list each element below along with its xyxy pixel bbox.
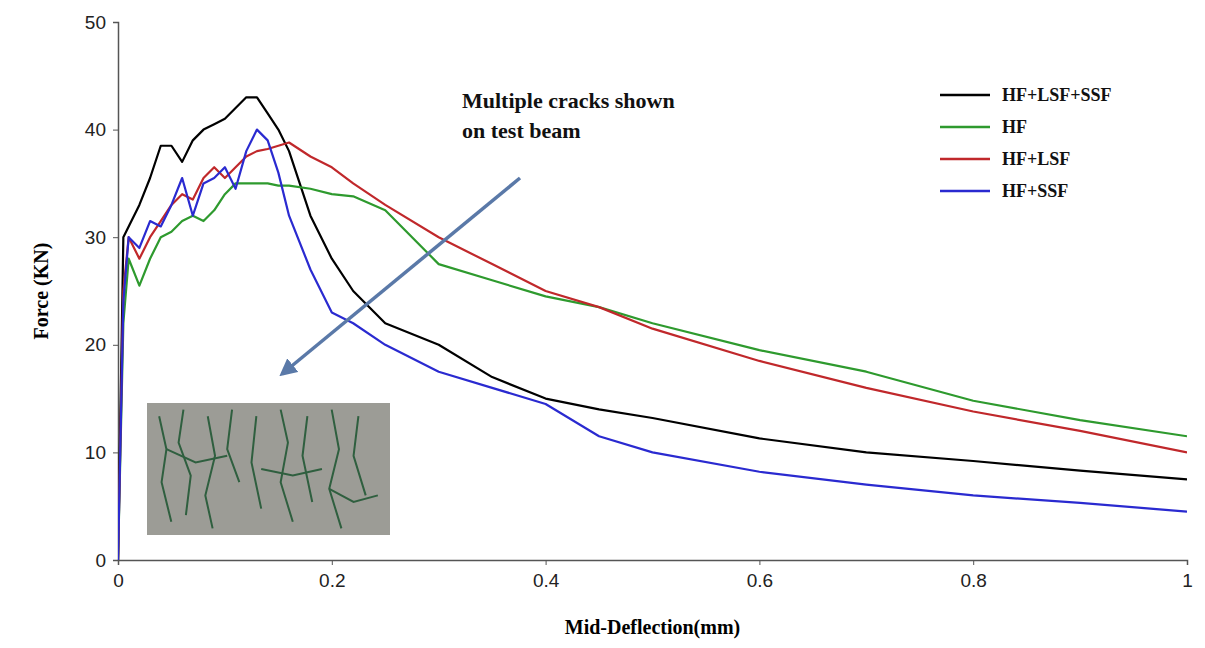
annotation-arrow <box>282 178 520 374</box>
x-tick: 0.6 <box>747 560 773 591</box>
x-tick: 0.4 <box>533 560 560 591</box>
x-tick: 0 <box>113 560 124 591</box>
x-tick-mark <box>973 560 974 565</box>
x-tick: 0.8 <box>960 560 986 591</box>
x-axis-title: Mid-Deflection(mm) <box>565 616 741 639</box>
inset-photo <box>147 403 390 535</box>
x-tick: 1 <box>1182 560 1193 591</box>
x-tick-label: 0 <box>113 570 124 591</box>
y-axis: 0 10 20 30 40 50 <box>85 12 119 571</box>
crack-line <box>205 416 215 528</box>
y-tick: 40 <box>85 119 118 140</box>
plot-area <box>118 97 1187 560</box>
x-tick-label: 0.4 <box>533 570 560 591</box>
x-tick-label: 0.8 <box>960 570 986 591</box>
legend-swatch <box>940 94 990 97</box>
x-tick-mark <box>1187 560 1188 565</box>
legend-swatch <box>940 126 990 129</box>
series-line <box>118 130 1187 560</box>
y-axis-title: Force (KN) <box>30 243 53 340</box>
crack-line <box>251 416 261 508</box>
x-tick-label: 1 <box>1182 570 1193 591</box>
legend-label: HF+LSF <box>1002 149 1070 169</box>
x-tick-label: 0.2 <box>319 570 345 591</box>
legend-label: HF <box>1002 117 1027 137</box>
legend-swatch <box>940 158 990 161</box>
crack-line <box>261 469 322 476</box>
x-axis: 0 0.2 0.4 0.6 0.8 1 <box>113 560 1193 591</box>
legend-label: HF+SSF <box>1002 181 1068 201</box>
legend-label: HF+LSF+SSF <box>1002 85 1112 105</box>
y-tick-label: 50 <box>85 12 106 33</box>
y-tick-label: 30 <box>85 227 106 248</box>
y-axis-line <box>113 23 119 561</box>
crack-line <box>281 410 293 522</box>
y-tick-mark <box>113 237 118 238</box>
y-tick-label: 20 <box>85 334 106 355</box>
y-tick-mark <box>113 130 118 131</box>
legend-swatch <box>940 190 990 193</box>
y-tick: 20 <box>85 334 118 355</box>
series-line <box>118 97 1187 560</box>
annotation-line: on test beam <box>462 118 581 143</box>
chart: 00.20.40.60.8101020304050Mid-Deflection(… <box>0 0 1205 648</box>
x-axis-line <box>119 561 1188 566</box>
y-tick-mark <box>113 560 118 561</box>
crack-line <box>329 410 341 529</box>
y-tick-mark <box>113 345 118 346</box>
legend: HF+LSF+SSF HF HF+LSF HF+SSF <box>940 85 1112 201</box>
inset-background <box>147 403 390 535</box>
annotation-line: Multiple cracks shown <box>462 88 675 113</box>
crack-line <box>303 416 313 502</box>
y-tick-mark <box>113 452 118 453</box>
x-tick: 0.2 <box>319 560 345 591</box>
y-tick: 10 <box>85 442 118 463</box>
y-tick-mark <box>113 22 118 23</box>
crack-line <box>329 489 378 502</box>
annotation: Multiple cracks shown on test beam <box>462 88 675 143</box>
x-tick-mark <box>546 560 547 565</box>
y-tick: 0 <box>95 550 118 571</box>
x-tick-label: 0.6 <box>747 570 773 591</box>
crack-line <box>227 410 239 483</box>
series-line <box>118 183 1187 560</box>
y-tick-label: 0 <box>95 550 106 571</box>
crack-line <box>159 416 171 522</box>
crack-line <box>354 416 366 495</box>
y-tick: 30 <box>85 227 118 248</box>
y-tick-label: 40 <box>85 119 106 140</box>
crack-line <box>179 410 191 516</box>
series-line <box>118 143 1187 560</box>
y-tick-label: 10 <box>85 442 106 463</box>
x-tick-mark <box>759 560 760 565</box>
crack-line <box>166 449 227 462</box>
x-tick-mark <box>332 560 333 565</box>
y-tick: 50 <box>85 12 118 33</box>
